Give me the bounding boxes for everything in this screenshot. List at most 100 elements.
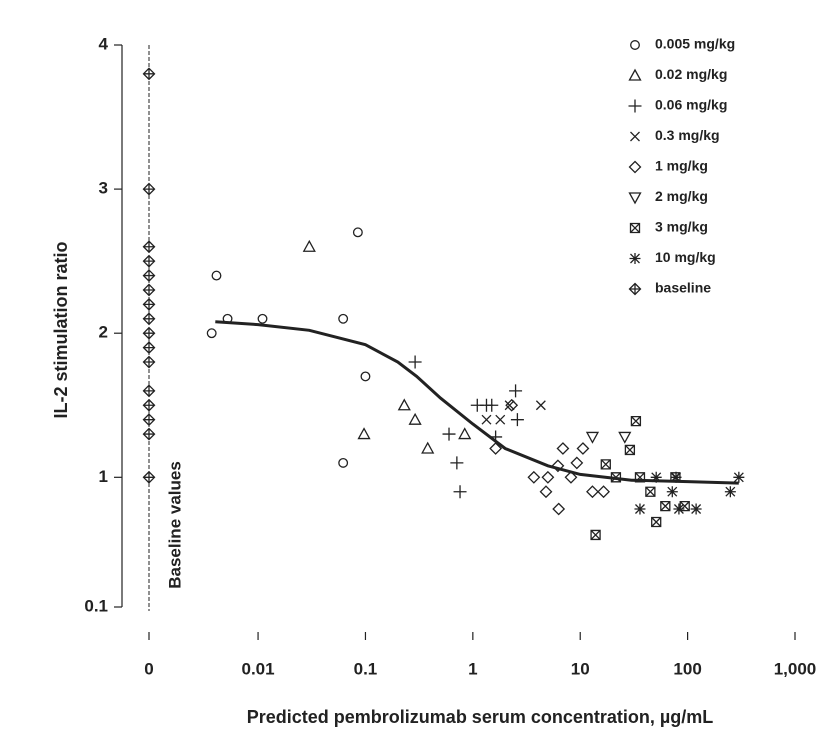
data-point [442,427,456,441]
data-point [586,485,599,499]
data-point [660,500,671,512]
data-point [535,400,546,411]
data-point [142,283,156,297]
legend-label: 0.06 mg/kg [655,97,727,113]
data-point [597,485,610,499]
data-point [505,398,519,412]
legend-marker [628,192,642,205]
data-point [634,503,646,515]
legend-marker [628,68,642,81]
data-point [551,459,565,473]
data-point [481,414,492,425]
data-point [211,270,222,281]
data-point [142,297,156,311]
legend-label: 2 mg/kg [655,188,708,204]
data-point [724,486,736,498]
data-point [453,485,467,499]
y-axis-title: IL-2 stimulation ratio [51,241,71,418]
data-point [352,227,363,238]
data-point [585,431,600,444]
data-point [450,456,464,470]
x-tick-label: 1 [468,659,477,678]
legend-marker [628,160,642,174]
data-point [458,427,472,440]
legend-label: 0.005 mg/kg [655,36,735,52]
data-point [142,413,156,427]
data-point [257,313,268,324]
data-point [590,529,601,541]
legend-label: 10 mg/kg [655,249,716,265]
annotation: Baseline values [165,461,184,589]
legend-label: 0.02 mg/kg [655,66,727,82]
data-point [397,398,411,411]
data-point [142,470,156,484]
data-point [142,341,156,355]
fit-curve [215,320,739,485]
data-point [564,470,578,484]
data-point [504,400,515,411]
data-point [142,312,156,326]
data-point [630,415,642,427]
data-point [142,67,156,81]
data-point [541,470,555,484]
legend-marker [628,282,642,296]
data-point [624,444,636,456]
data-point [142,326,156,340]
data-point [357,427,371,440]
data-point [576,442,590,455]
legend-marker [630,131,640,142]
data-point [142,240,156,254]
data-point [408,355,422,369]
data-point [142,355,156,369]
data-point [485,398,499,412]
data-point [733,471,745,483]
data-point [509,384,523,398]
data-point [510,413,524,427]
data-point [206,328,217,339]
y-tick-label: 2 [99,323,108,342]
data-point [495,414,506,425]
legend-label: 3 mg/kg [655,219,708,235]
data-point [570,456,584,470]
data-point [142,182,156,196]
data-point [650,471,662,483]
data-point [670,471,682,483]
data-point [552,502,566,516]
data-point [489,442,503,455]
data-point [421,441,435,454]
legend-label: 1 mg/kg [655,158,708,174]
legend-marker [629,253,641,264]
data-point [142,269,156,282]
y-tick-label: 1 [99,467,108,486]
data-point [666,486,678,498]
data-point [302,239,316,252]
data-point [338,313,349,324]
x-axis-title: Predicted pembrolizumab serum concentrat… [247,707,713,727]
data-point [539,485,553,499]
y-tick-label: 3 [99,179,108,198]
x-tick-label: 0.01 [242,659,275,678]
y-tick-label: 0.1 [84,596,108,615]
x-tick-label: 100 [673,659,701,678]
legend-marker [628,99,642,113]
data-point [673,503,685,515]
legend-marker [630,40,640,50]
x-tick-label: 0 [144,659,153,678]
data-point [651,516,662,528]
data-point [142,398,156,412]
data-point [142,427,156,441]
x-tick-label: 10 [571,659,590,678]
data-point [690,503,702,515]
data-point [142,254,156,268]
data-point [360,371,371,382]
legend-label: 0.3 mg/kg [655,127,720,143]
data-point [408,412,422,425]
x-tick-label: 1,000 [774,659,817,678]
x-tick-label: 0.1 [354,659,378,678]
data-point [527,470,541,484]
data-point [556,442,570,455]
legend-marker [629,222,641,234]
y-tick-label: 4 [99,34,109,53]
data-point [645,486,656,497]
